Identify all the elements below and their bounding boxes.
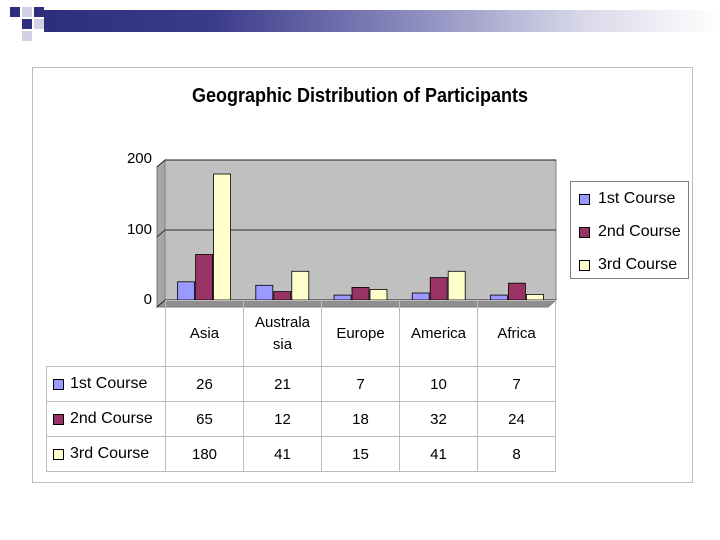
bar-1st-course: [411, 292, 430, 301]
legend-swatch-3rd-course: [579, 259, 590, 271]
table-corner: [46, 300, 166, 367]
header-square-3: [34, 7, 44, 17]
data-label: 10: [399, 366, 478, 402]
data-label: 41: [243, 436, 322, 472]
data-label: 24: [477, 401, 556, 437]
bar-3rd-course: [526, 293, 544, 301]
data-label: 15: [321, 436, 400, 472]
bar-1st-course: [255, 284, 274, 301]
data-table: Asia Australa sia Europe America Africa 1…: [46, 300, 556, 472]
header-square-2: [22, 7, 32, 17]
data-label: 12: [243, 401, 322, 437]
bar-3rd-course: [291, 270, 310, 301]
bar-3rd-course: [369, 289, 388, 301]
bar-2nd-course: [429, 277, 448, 301]
category-row: Asia Australa sia Europe America Africa: [46, 300, 556, 367]
table-row-label-3rd-course: 3rd Course: [46, 436, 166, 472]
header-square-6: [22, 31, 32, 41]
header-square-5: [34, 19, 44, 29]
data-label: 7: [477, 366, 556, 402]
data-label: 65: [165, 401, 244, 437]
table-row-2nd-course: 2nd Course 65 12 18 32 24: [46, 401, 556, 437]
legend-swatch-1st-course: [579, 193, 590, 205]
legend-label-3rd-course: 3rd Course: [598, 256, 678, 273]
table-row-label-2nd-course: 2nd Course: [46, 401, 166, 437]
category-label-europe: Europe: [321, 300, 400, 367]
category-label-africa: Africa: [477, 300, 556, 367]
y-tick-200: 200: [126, 150, 152, 167]
y-tick-0: 0: [143, 291, 152, 308]
bar-2nd-course: [195, 254, 214, 301]
data-label: 32: [399, 401, 478, 437]
table-row-label-1st-course: 1st Course: [46, 366, 166, 402]
data-label: 26: [165, 366, 244, 402]
slide-header-bar: [44, 10, 720, 32]
legend-item-3rd-course: 3rd Course: [579, 253, 677, 277]
chart-title: Geographic Distribution of Participants: [191, 85, 529, 107]
data-label: 18: [321, 401, 400, 437]
bar-2nd-course: [273, 291, 292, 301]
bar-3rd-course: [447, 270, 466, 301]
table-row-1st-course: 1st Course 26 21 7 10 7: [46, 366, 556, 402]
legend: 1st Course 2nd Course 3rd Course: [570, 181, 689, 279]
category-label-america: America: [399, 300, 478, 367]
bar-2nd-course: [507, 282, 526, 301]
y-tick-100: 100: [126, 221, 152, 238]
data-label: 180: [165, 436, 244, 472]
bar-3rd-course: [213, 173, 232, 301]
data-label: 21: [243, 366, 322, 402]
legend-swatch-2nd-course: [579, 226, 590, 238]
legend-label-2nd-course: 2nd Course: [598, 223, 681, 240]
category-label-asia: Asia: [165, 300, 244, 367]
legend-item-2nd-course: 2nd Course: [579, 220, 681, 244]
header-square-4: [22, 19, 32, 29]
header-square-1: [10, 7, 20, 17]
bar-2nd-course: [351, 286, 370, 301]
category-label-australasia: Australa sia: [243, 300, 322, 367]
gridline-depth: [156, 229, 166, 238]
legend-label-1st-course: 1st Course: [598, 190, 676, 207]
data-label: 7: [321, 366, 400, 402]
data-label: 41: [399, 436, 478, 472]
data-label: 8: [477, 436, 556, 472]
legend-item-1st-course: 1st Course: [579, 187, 675, 211]
table-row-3rd-course: 3rd Course 180 41 15 41 8: [46, 436, 556, 472]
gridline-depth: [156, 159, 166, 168]
bar-1st-course: [177, 281, 196, 301]
